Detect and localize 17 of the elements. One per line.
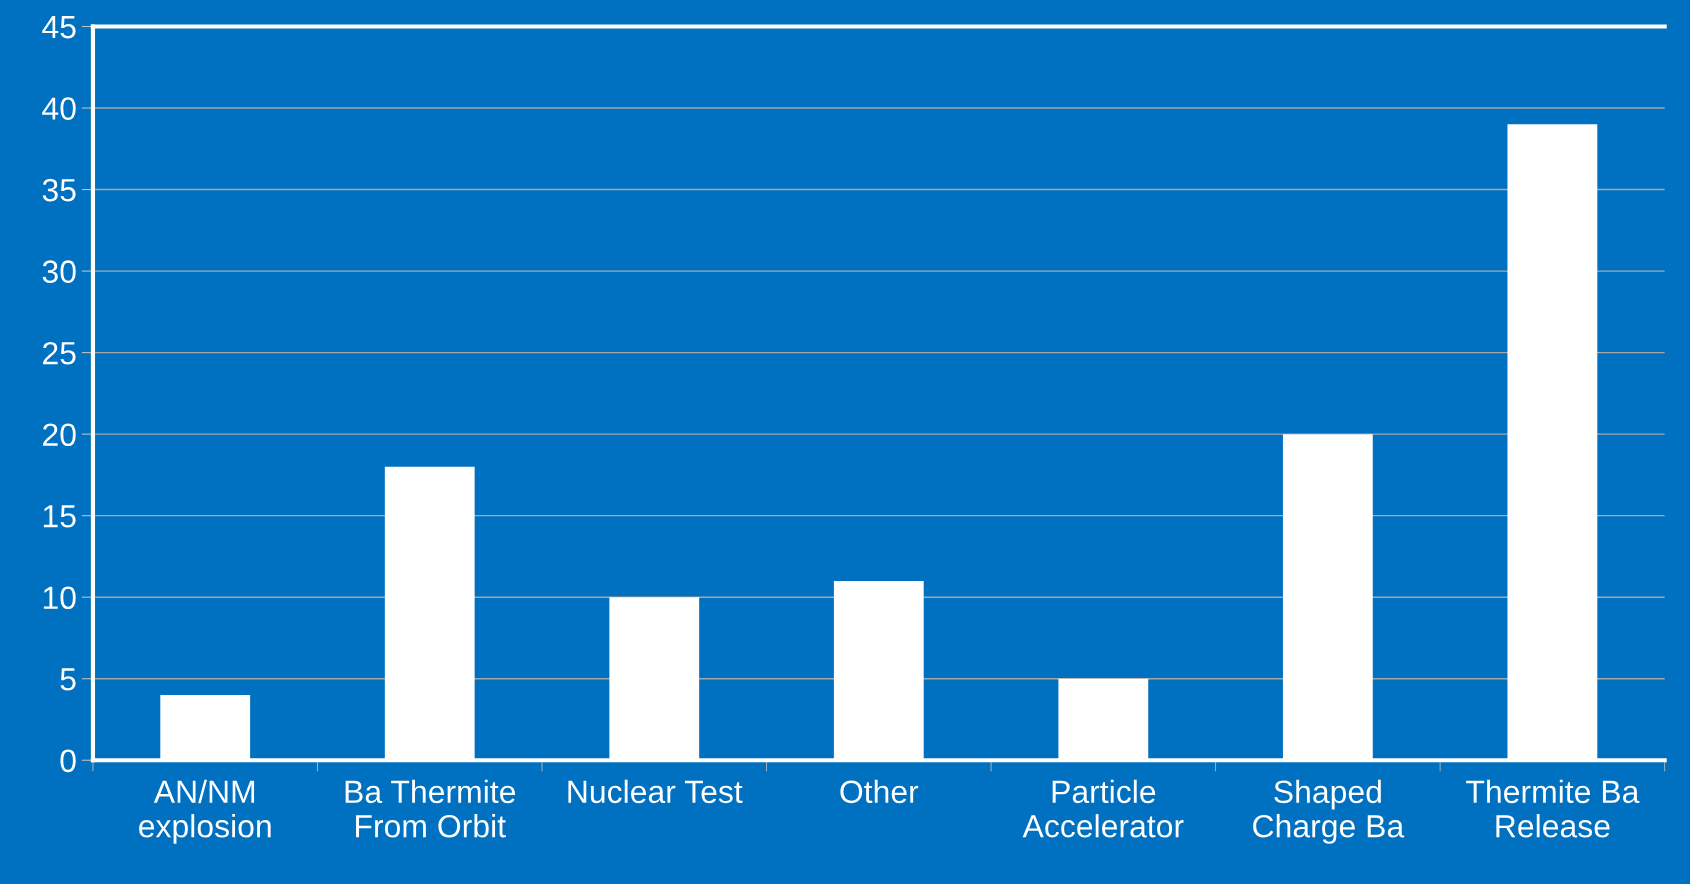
x-tick-label: Ba Thermite From Orbit — [345, 779, 516, 838]
y-tick-label: 40 — [42, 97, 76, 120]
x-tick-label: Shaped Charge Ba — [1253, 779, 1405, 844]
y-tick-label: 20 — [43, 423, 76, 447]
x-tick-label: AN/NM explosion — [139, 779, 271, 844]
y-tick-label: 30 — [42, 260, 76, 283]
y-tick-label: 45 — [42, 16, 76, 39]
y-tick-label: 10 — [43, 586, 76, 610]
y-tick-label: 5 — [60, 668, 76, 691]
x-tick-label: Particle Accelerator — [1022, 779, 1184, 838]
y-tick-label: 15 — [43, 505, 76, 528]
y-tick-label: 35 — [42, 178, 76, 202]
y-tick-label: 0 — [60, 749, 76, 773]
y-tick-label: 25 — [43, 341, 76, 365]
x-tick-label: Nuclear Test — [568, 779, 743, 804]
x-tick-label: Other — [840, 779, 919, 804]
x-tick-label: Thermite Ba Release — [1466, 779, 1640, 838]
